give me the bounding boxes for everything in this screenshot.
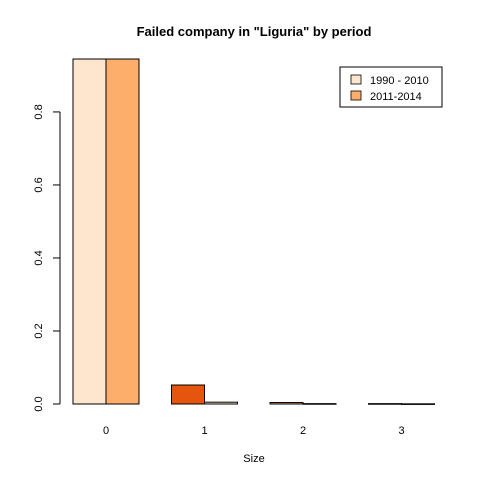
bar-size-0-series-0 [72,58,107,405]
x-tick-label: 2 [300,425,306,437]
bar-size-2-series-1 [302,403,337,405]
bar-size-3-series-1 [401,403,435,405]
legend-swatch-1990-2010 [350,74,362,85]
bar-size-0-series-1 [105,58,140,405]
legend-label-1990-2010: 1990 - 2010 [370,75,429,87]
y-tick-label: 0.4 [33,250,45,265]
y-tick-label: 0.8 [33,104,45,119]
x-tick-label: 0 [103,425,109,437]
legend: 1990 - 2010 2011-2014 [339,66,443,108]
bar-size-1-series-1 [204,401,238,405]
y-tick-label: 0.2 [33,323,45,338]
legend-label-2011-2014: 2011-2014 [370,91,422,103]
x-axis-label: Size [243,453,264,465]
y-tick-label: 0.6 [33,177,45,192]
bar-size-2-series-0 [269,402,304,405]
bar-size-1-series-0 [171,384,205,405]
y-axis: 0.0 0.2 0.4 0.6 0.8 [33,104,61,412]
bar-size-3-series-0 [368,403,402,405]
x-tick-label: 3 [398,425,404,437]
legend-swatch-2011-2014 [350,90,362,101]
bars [72,58,435,405]
y-tick-label: 0.0 [33,396,45,411]
x-axis-tick-labels: 0 1 2 3 [103,425,405,437]
x-tick-label: 1 [201,425,207,437]
chart-title: Failed company in "Liguria" by period [137,24,372,39]
